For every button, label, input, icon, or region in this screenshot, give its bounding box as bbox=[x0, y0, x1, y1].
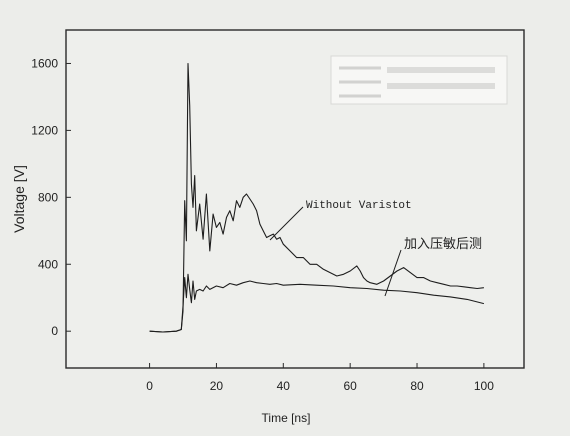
y-tick-label: 1200 bbox=[31, 123, 58, 137]
annotation-with-varistor: 加入压敏后测 bbox=[404, 236, 482, 251]
series-line-0 bbox=[149, 62, 484, 333]
series-line-1 bbox=[149, 273, 485, 333]
x-tick-label: 20 bbox=[210, 379, 224, 393]
annotation-leader-with-varistor bbox=[384, 249, 402, 297]
y-tick-label: 0 bbox=[51, 324, 58, 338]
x-tick-label: 0 bbox=[146, 379, 153, 393]
y-tick-label: 1600 bbox=[31, 56, 58, 70]
y-tick-label: 400 bbox=[38, 257, 58, 271]
y-tick-label: 800 bbox=[38, 190, 58, 204]
annotation-leader-without-varistor bbox=[269, 206, 304, 241]
annotation-without-varistor: Without Varistot bbox=[306, 200, 412, 212]
x-tick-label: 80 bbox=[410, 379, 424, 393]
x-axis-label: Time [ns] bbox=[262, 411, 311, 425]
faded-legend-box bbox=[330, 55, 508, 105]
y-axis-label: Voltage [V] bbox=[11, 165, 27, 233]
x-tick-label: 60 bbox=[343, 379, 357, 393]
x-tick-label: 40 bbox=[277, 379, 291, 393]
x-tick-label: 100 bbox=[474, 379, 494, 393]
